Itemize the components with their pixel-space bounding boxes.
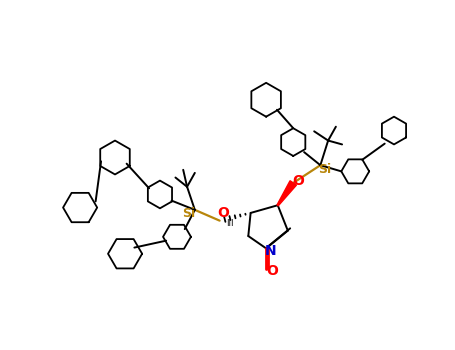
Text: O: O	[293, 174, 304, 188]
Text: Si: Si	[318, 162, 332, 176]
Text: O: O	[217, 206, 229, 220]
Text: N: N	[265, 244, 277, 258]
Text: Si: Si	[182, 207, 195, 220]
Text: O: O	[266, 264, 278, 278]
Text: III: III	[226, 219, 233, 228]
Polygon shape	[277, 181, 297, 206]
